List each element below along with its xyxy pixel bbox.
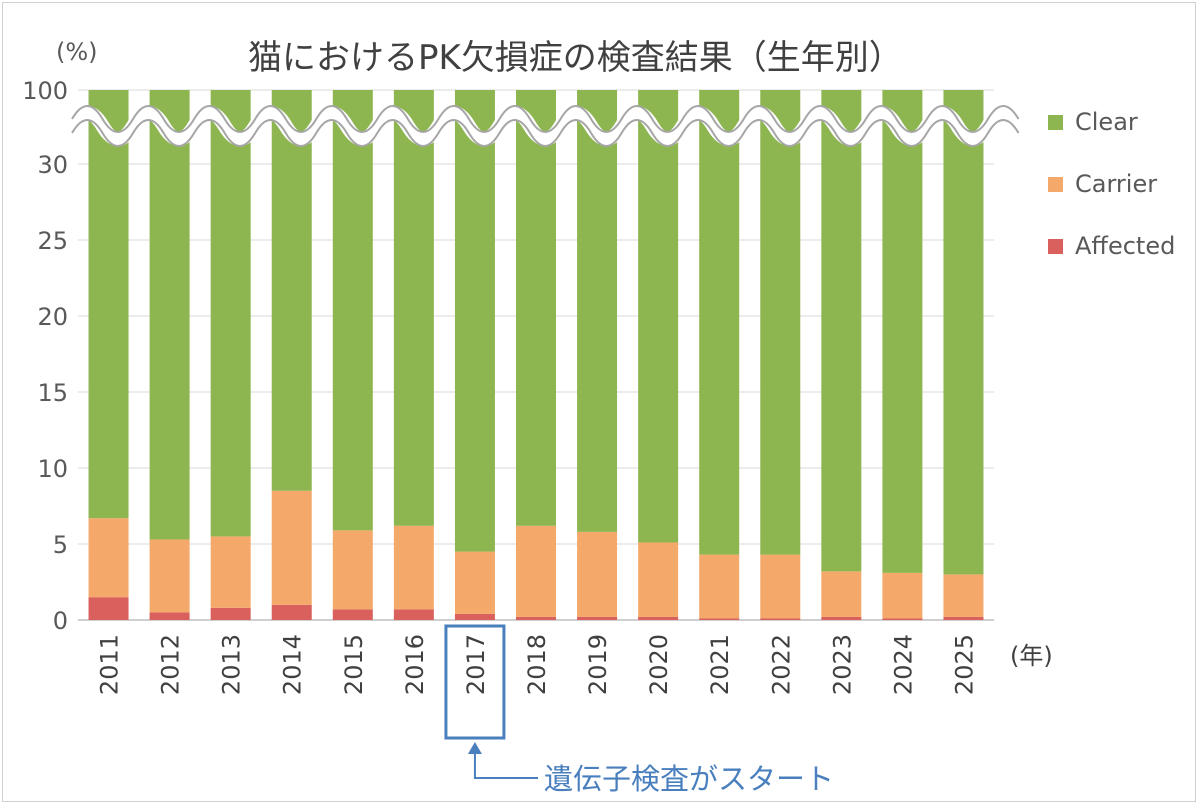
bar-carrier-2020 <box>638 542 679 617</box>
bar-clear-2022 <box>760 90 801 555</box>
legend-label-carrier: Carrier <box>1075 170 1158 198</box>
bar-clear-2020 <box>638 90 679 543</box>
bar-clear-2024 <box>882 90 923 573</box>
y-tick-label: 100 <box>22 77 68 105</box>
legend-item-carrier: Carrier <box>1048 170 1157 198</box>
bar-clear-2018 <box>516 90 556 526</box>
bar-carrier-2016 <box>393 525 434 610</box>
bar-affected-2025 <box>943 616 984 620</box>
axis-break-line-bottom <box>71 119 1020 147</box>
bar-clear-2021 <box>699 90 740 555</box>
bar-affected-2020 <box>638 616 679 620</box>
x-tick-label: 2023 <box>828 634 856 695</box>
bar-clear-2019 <box>577 90 618 532</box>
x-tick-label: 2013 <box>218 634 246 695</box>
bar-clear-2025 <box>943 90 984 575</box>
x-tick-label: 2024 <box>889 634 917 695</box>
bar-affected-2016 <box>393 609 434 620</box>
y-tick-label: 0 <box>53 607 68 635</box>
annotation-highlight-box <box>444 624 506 740</box>
bar-affected-2019 <box>577 616 618 620</box>
legend-item-affected: Affected <box>1048 232 1175 260</box>
bar-carrier-2023 <box>821 571 862 617</box>
legend-swatch-carrier <box>1048 176 1063 192</box>
bar-clear-2014 <box>271 90 312 491</box>
bar-carrier-2022 <box>760 554 801 619</box>
y-axis-unit-label: (%) <box>56 38 98 66</box>
bar-carrier-2021 <box>699 554 740 619</box>
bar-clear-2023 <box>821 90 862 572</box>
legend-swatch-affected <box>1048 238 1063 254</box>
annotation-arrow-head <box>467 742 482 754</box>
x-tick-label: 2025 <box>950 634 978 695</box>
bar-carrier-2019 <box>577 531 618 617</box>
bar-clear-2016 <box>393 90 434 526</box>
axis-break-band <box>65 106 1025 146</box>
bar-affected-2011 <box>88 597 129 620</box>
bar-affected-2022 <box>760 618 801 620</box>
y-tick-label: 30 <box>37 151 68 179</box>
bar-clear-2017 <box>454 90 495 552</box>
bar-clear-2015 <box>332 90 373 531</box>
bar-affected-2021 <box>699 618 740 620</box>
x-tick-label: 2021 <box>706 634 734 695</box>
x-tick-label: 2014 <box>279 634 307 695</box>
bar-carrier-2018 <box>516 525 556 617</box>
y-tick-label: 15 <box>37 379 68 407</box>
bar-carrier-2024 <box>882 572 923 619</box>
legend-item-clear: Clear <box>1048 108 1138 136</box>
x-tick-label: 2017 <box>462 634 490 695</box>
bar-affected-2024 <box>882 618 923 620</box>
y-tick-label: 5 <box>53 531 68 559</box>
legend-label-clear: Clear <box>1075 108 1138 136</box>
x-tick-label: 2018 <box>523 634 551 695</box>
bar-carrier-2011 <box>88 518 129 598</box>
bar-carrier-2017 <box>454 551 495 614</box>
legend-swatch-clear <box>1048 114 1063 130</box>
bar-carrier-2012 <box>149 539 190 613</box>
x-tick-label: 2016 <box>401 634 429 695</box>
y-tick-label: 25 <box>37 227 68 255</box>
bar-affected-2012 <box>149 612 190 620</box>
bar-carrier-2015 <box>332 530 373 610</box>
x-tick-label: 2015 <box>340 634 368 695</box>
legend-label-affected: Affected <box>1075 232 1176 260</box>
chart-title: 猫におけるPK欠損症の検査結果（生年別） <box>248 38 903 78</box>
annotation-text: 遺伝子検査がスタート <box>544 762 835 796</box>
axis-break-line-top <box>71 105 1020 133</box>
bar-clear-2013 <box>210 90 251 537</box>
bar-carrier-2025 <box>943 574 984 617</box>
bar-clear-2011 <box>88 90 129 519</box>
bar-affected-2013 <box>210 607 251 620</box>
y-tick-label: 10 <box>37 455 68 483</box>
annotation-arrow-line <box>473 748 538 779</box>
x-tick-label: 2020 <box>645 634 673 695</box>
x-tick-label: 2012 <box>157 634 185 695</box>
bar-carrier-2013 <box>210 536 251 608</box>
x-axis-unit-label: (年) <box>1010 642 1053 670</box>
x-tick-label: 2022 <box>767 634 795 695</box>
x-tick-label: 2019 <box>584 634 612 695</box>
bar-affected-2014 <box>271 604 312 620</box>
bar-clear-2012 <box>149 90 190 540</box>
bar-affected-2015 <box>332 609 373 620</box>
bar-affected-2023 <box>821 616 862 620</box>
bar-carrier-2014 <box>271 490 312 605</box>
y-tick-label: 20 <box>37 303 68 331</box>
bar-affected-2018 <box>516 616 556 620</box>
bar-affected-2017 <box>454 613 495 620</box>
x-tick-label: 2011 <box>96 634 124 695</box>
